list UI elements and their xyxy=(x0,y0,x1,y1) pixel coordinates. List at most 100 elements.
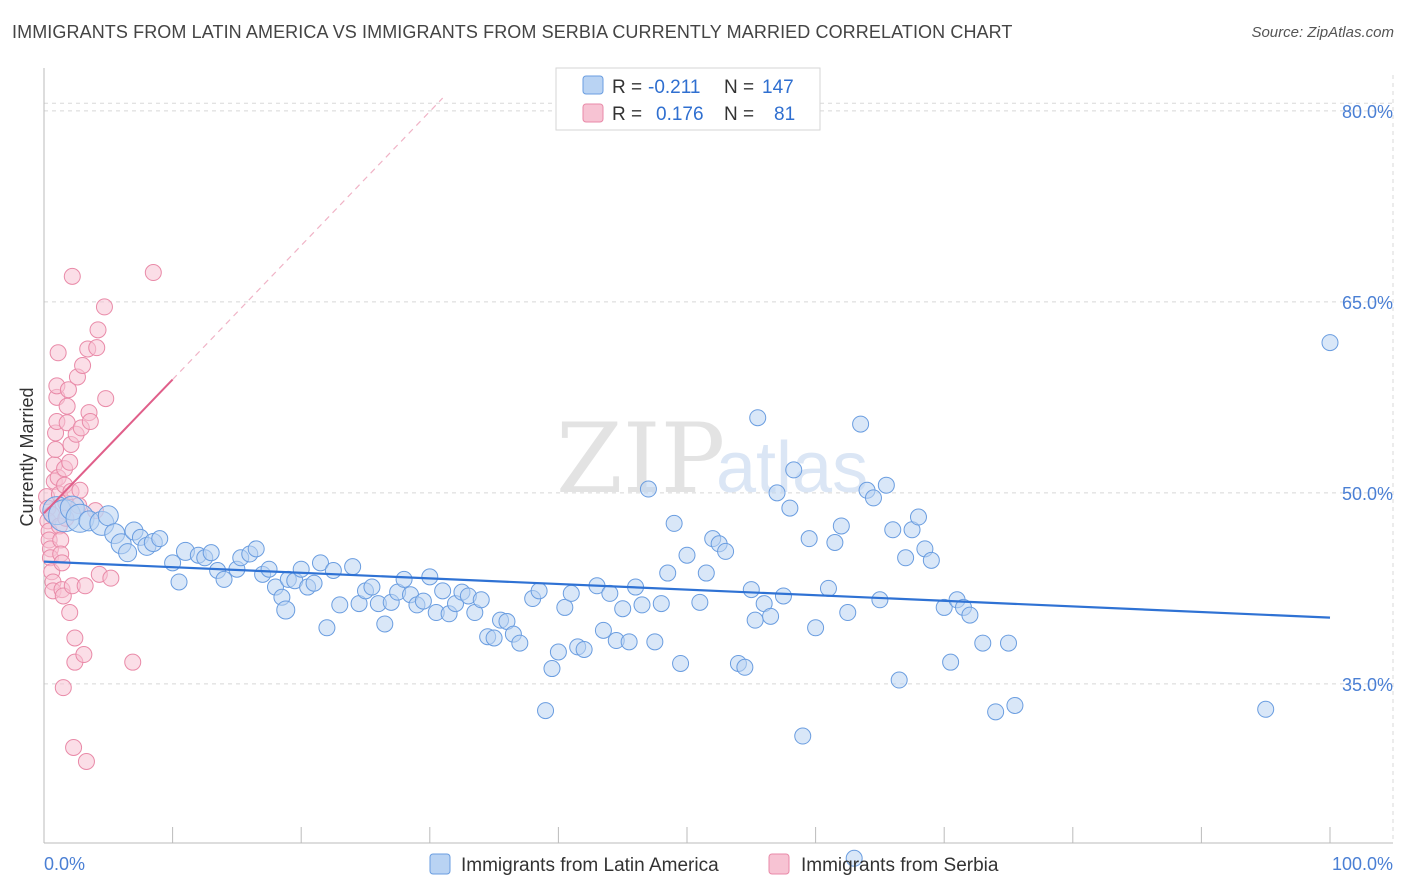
serbia-point xyxy=(61,604,79,622)
latin-america-point xyxy=(556,598,574,616)
correlation-legend: R = -0.211 N = 147 R = 0.176 N = 81 xyxy=(555,67,821,131)
legend-swatch-pink xyxy=(582,103,604,123)
latin-america-point xyxy=(974,634,992,652)
y-tick-label: 80.0% xyxy=(1342,102,1393,122)
legend-r-label-pink: R = xyxy=(612,104,642,125)
latin-america-point xyxy=(472,591,490,609)
latin-america-point xyxy=(762,607,780,625)
latin-america-point xyxy=(324,562,342,580)
latin-america-point xyxy=(942,653,960,671)
latin-america-point xyxy=(344,558,362,576)
latin-america-point xyxy=(746,611,764,629)
latin-america-point xyxy=(987,703,1005,721)
latin-america-point xyxy=(543,660,561,678)
latin-america-point xyxy=(819,579,837,597)
latin-america-point xyxy=(575,640,593,658)
latin-america-point xyxy=(562,584,580,602)
latin-america-point xyxy=(672,654,690,672)
latin-america-point xyxy=(414,592,432,610)
legend-n-label-blue: N = xyxy=(724,77,754,98)
latin-america-point xyxy=(305,574,323,592)
latin-america-point xyxy=(961,606,979,624)
latin-america-point xyxy=(785,461,803,479)
serbia-trend-line xyxy=(43,378,174,514)
latin-america-point xyxy=(594,621,612,639)
latin-america-point xyxy=(170,573,188,591)
legend-r-value-blue: -0.211 xyxy=(648,77,700,98)
latin-america-point xyxy=(620,633,638,651)
legend-swatch-blue xyxy=(582,75,604,95)
latin-america-point xyxy=(311,554,329,572)
serbia-point xyxy=(59,381,77,399)
latin-america-point xyxy=(434,582,452,600)
latin-america-point xyxy=(839,604,857,622)
chart-title: IMMIGRANTS FROM LATIN AMERICA VS IMMIGRA… xyxy=(12,22,1013,42)
latin-america-point xyxy=(691,593,709,611)
latin-america-point xyxy=(800,530,818,548)
latin-america-point xyxy=(395,570,413,588)
latin-america-point xyxy=(376,615,394,633)
latin-america-point xyxy=(826,533,844,551)
chart-source: Source: ZipAtlas.com xyxy=(1251,24,1394,41)
latin-america-point xyxy=(260,560,278,578)
serbia-point xyxy=(124,653,142,671)
latin-america-point xyxy=(864,489,882,507)
latin-america-point xyxy=(1321,334,1339,352)
latin-america-point xyxy=(639,480,657,498)
serbia-point xyxy=(58,397,76,415)
serbia-point xyxy=(76,577,94,595)
watermark: ZIP atlas xyxy=(556,403,868,515)
latin-america-point xyxy=(736,658,754,676)
serbia-points xyxy=(38,264,162,771)
serbia-point xyxy=(47,441,65,459)
latin-america-points xyxy=(42,334,1339,867)
y-tick-label: 35.0% xyxy=(1342,675,1393,695)
latin-america-point xyxy=(247,540,265,558)
serbia-point xyxy=(61,453,79,471)
latin-america-point xyxy=(633,596,651,614)
latin-america-point xyxy=(665,514,683,532)
latin-america-point xyxy=(601,584,619,602)
latin-america-point xyxy=(845,849,863,867)
latin-america-point xyxy=(421,568,439,586)
serbia-point xyxy=(54,679,72,697)
latin-america-point xyxy=(485,629,503,647)
latin-america-point xyxy=(852,415,870,433)
latin-america-point xyxy=(884,521,902,539)
latin-america-point xyxy=(331,596,349,614)
legend-n-value-pink: 81 xyxy=(774,104,795,125)
latin-america-point xyxy=(276,600,296,620)
tick-labels: 35.0% 50.0% 65.0% 80.0% 0.0% 100.0% xyxy=(44,102,1393,874)
latin-america-trend-line xyxy=(43,560,1331,619)
legend-r-label-blue: R = xyxy=(612,77,642,98)
legend-n-value-blue: 147 xyxy=(762,77,794,98)
serbia-point xyxy=(75,646,93,664)
serbia-point xyxy=(81,413,99,431)
latin-america-point xyxy=(659,564,677,582)
latin-america-point xyxy=(897,549,915,567)
serbia-point xyxy=(74,357,92,374)
y-axis-title: Currently Married xyxy=(17,387,37,526)
legend-r-value-pink: 0.176 xyxy=(656,104,704,125)
latin-america-point xyxy=(202,544,220,562)
serbia-point xyxy=(144,264,162,282)
latin-america-point xyxy=(215,570,233,588)
latin-america-point xyxy=(97,505,119,527)
latin-america-point xyxy=(118,543,138,563)
trend-lines xyxy=(43,97,1331,619)
serbia-point xyxy=(88,339,106,357)
latin-america-point xyxy=(922,551,940,569)
y-tick-label: 65.0% xyxy=(1342,293,1393,313)
latin-america-point xyxy=(909,508,927,526)
latin-america-point xyxy=(1000,634,1017,652)
latin-america-point xyxy=(530,582,548,600)
latin-america-point xyxy=(549,643,567,661)
latin-america-point xyxy=(363,578,381,596)
latin-america-point xyxy=(511,634,529,652)
latin-america-point xyxy=(1006,696,1024,714)
x-tick-label: 0.0% xyxy=(44,854,85,874)
watermark-zip: ZIP xyxy=(556,403,725,515)
latin-america-point xyxy=(614,600,632,618)
latin-america-point xyxy=(151,530,169,548)
